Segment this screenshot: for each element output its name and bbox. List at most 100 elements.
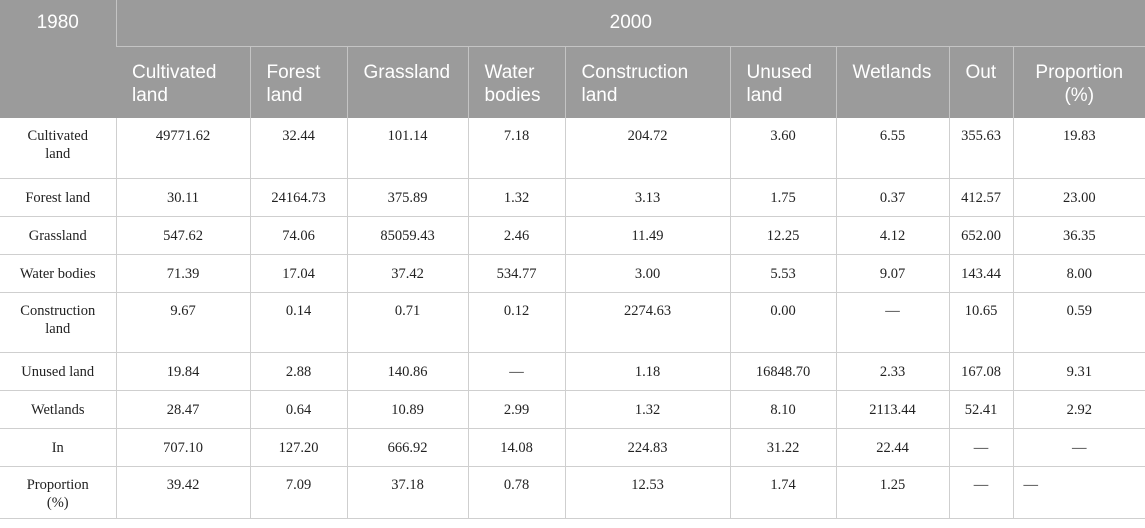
table-row: Grassland 547.62 74.06 85059.43 2.46 11.…: [0, 215, 1145, 254]
table-cell: 11.49: [564, 215, 730, 254]
table-cell: 0.64: [249, 389, 347, 428]
table-row: Construction land 9.67 0.14 0.71 0.12 227…: [0, 291, 1145, 352]
table-cell: 37.42: [346, 253, 468, 292]
table-row: Cultivated land 49771.62 32.44 101.14 7.1…: [0, 118, 1145, 178]
table-cell: 1.74: [729, 465, 836, 519]
table-cell: 2.33: [835, 351, 949, 390]
table-cell: 140.86: [346, 351, 468, 390]
table-cell: 10.65: [948, 291, 1013, 352]
table-cell: 3.00: [564, 253, 730, 292]
table-cell: 0.78: [467, 465, 565, 519]
table-cell: 8.00: [1012, 253, 1145, 292]
table-cell: 0.37: [835, 177, 949, 216]
table-cell: 3.13: [564, 177, 730, 216]
table-cell: 9.07: [835, 253, 949, 292]
column-header: Forest land: [249, 46, 347, 118]
row-label: Proportion (%): [0, 465, 116, 519]
group-header: 2000: [115, 0, 1145, 47]
row-label: Wetlands: [0, 389, 116, 428]
table-row: Unused land 19.84 2.88 140.86 — 1.18 168…: [0, 351, 1145, 390]
table-cell: —: [948, 465, 1013, 519]
corner-header: 1980: [0, 0, 116, 118]
table-cell: 31.22: [729, 427, 836, 466]
table-cell: 355.63: [948, 118, 1013, 178]
table-cell: 0.14: [249, 291, 347, 352]
table-cell: 7.18: [467, 118, 565, 178]
table-cell: 39.42: [115, 465, 250, 519]
table-cell: —: [835, 291, 949, 352]
table-cell: 0.00: [729, 291, 836, 352]
table-cell: —: [467, 351, 565, 390]
table-cell: 0.71: [346, 291, 468, 352]
row-label: In: [0, 427, 116, 466]
column-header: Wetlands: [835, 46, 949, 118]
table-cell: 22.44: [835, 427, 949, 466]
table-cell: 16848.70: [729, 351, 836, 390]
table-cell: 666.92: [346, 427, 468, 466]
column-header: Construction land: [564, 46, 730, 118]
column-header: Out: [948, 46, 1013, 118]
column-header: Unused land: [729, 46, 836, 118]
table-cell: 2.99: [467, 389, 565, 428]
table-cell: 204.72: [564, 118, 730, 178]
table-cell: 4.12: [835, 215, 949, 254]
table-cell: 412.57: [948, 177, 1013, 216]
table-cell: 534.77: [467, 253, 565, 292]
row-label: Cultivated land: [27, 128, 88, 162]
table-cell: 14.08: [467, 427, 565, 466]
table-cell: 19.83: [1012, 118, 1145, 178]
table-cell: 12.53: [564, 465, 730, 519]
table-cell: 2.92: [1012, 389, 1145, 428]
table-cell: 71.39: [115, 253, 250, 292]
table-cell: 28.47: [115, 389, 250, 428]
table-cell: 30.11: [115, 177, 250, 216]
table-row: In 707.10 127.20 666.92 14.08 224.83 31.…: [0, 427, 1145, 466]
table-cell: 85059.43: [346, 215, 468, 254]
column-header: Grassland: [346, 46, 468, 118]
table-cell: 7.09: [249, 465, 347, 519]
table-cell: 167.08: [948, 351, 1013, 390]
table-cell: 19.84: [115, 351, 250, 390]
table-cell: 23.00: [1012, 177, 1145, 216]
row-label: Grassland: [0, 215, 116, 254]
table-cell: 1.18: [564, 351, 730, 390]
table-cell: 36.35: [1012, 215, 1145, 254]
table-header: 1980 2000 Cultivated land Forest land Gras…: [0, 0, 1145, 118]
table-cell: 652.00: [948, 215, 1013, 254]
table-cell: 375.89: [346, 177, 468, 216]
table-cell: 2274.63: [564, 291, 730, 352]
table-cell: 1.32: [564, 389, 730, 428]
row-label: Unused land: [0, 351, 116, 390]
table-cell: 17.04: [249, 253, 347, 292]
table-cell: —: [948, 427, 1013, 466]
table-cell: 32.44: [249, 118, 347, 178]
table-body: Cultivated land 49771.62 32.44 101.14 7.1…: [0, 118, 1145, 519]
table-cell: 10.89: [346, 389, 468, 428]
table-cell: —: [1012, 427, 1145, 466]
table-cell: 2.88: [249, 351, 347, 390]
table-cell: 24164.73: [249, 177, 347, 216]
table-cell: 143.44: [948, 253, 1013, 292]
table-cell: 37.18: [346, 465, 468, 519]
table-row: Water bodies 71.39 17.04 37.42 534.77 3.…: [0, 253, 1145, 292]
table-cell: 52.41: [948, 389, 1013, 428]
table-cell: 547.62: [115, 215, 250, 254]
table-row: Forest land 30.11 24164.73 375.89 1.32 3…: [0, 177, 1145, 216]
table-cell: 9.67: [115, 291, 250, 352]
table-cell: 1.32: [467, 177, 565, 216]
table-cell: 49771.62: [115, 118, 250, 178]
table-cell: 5.53: [729, 253, 836, 292]
table-cell: 2.46: [467, 215, 565, 254]
column-header: Water bodies: [467, 46, 565, 118]
table-cell: 1.25: [835, 465, 949, 519]
column-header: Proportion (%): [1012, 46, 1145, 118]
table-cell: 8.10: [729, 389, 836, 428]
table-cell: 1.75: [729, 177, 836, 216]
table-cell: 224.83: [564, 427, 730, 466]
row-label: Forest land: [0, 177, 116, 216]
table-cell: 0.59: [1012, 291, 1145, 352]
table-row: Proportion (%) 39.42 7.09 37.18 0.78 12.5…: [0, 465, 1145, 519]
table-cell: 3.60: [729, 118, 836, 178]
table-cell: 707.10: [115, 427, 250, 466]
